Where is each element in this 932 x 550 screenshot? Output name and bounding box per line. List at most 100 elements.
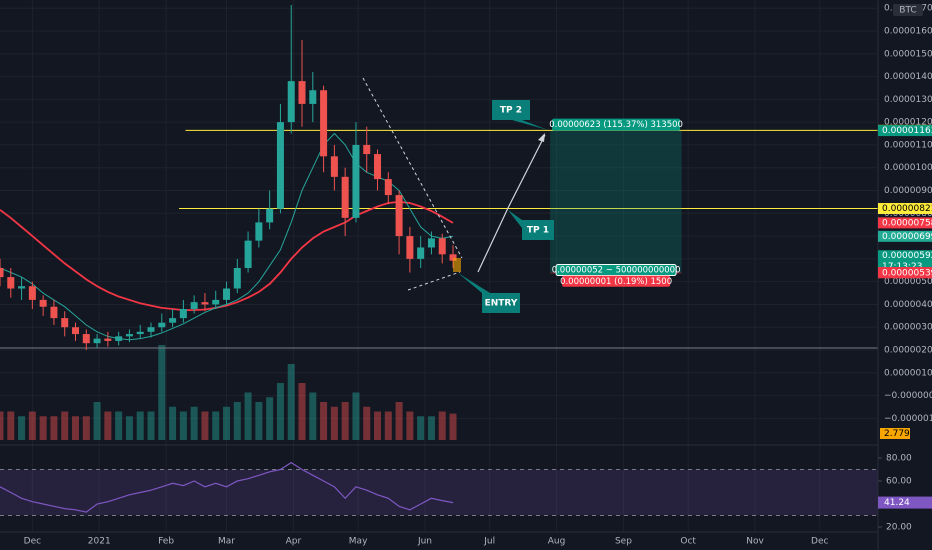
candle-body bbox=[266, 208, 274, 223]
volume-bar bbox=[7, 411, 15, 440]
trend-line bbox=[362, 77, 463, 259]
candle-body bbox=[276, 122, 284, 209]
volume-bar bbox=[309, 392, 317, 440]
x-tick-label: Nov bbox=[746, 537, 764, 547]
volume-bar bbox=[147, 411, 155, 440]
volume-bar bbox=[28, 411, 36, 440]
volume-bar bbox=[115, 411, 123, 440]
candle-body bbox=[18, 286, 26, 289]
price-badge-label: 0.00000592 bbox=[882, 251, 932, 261]
y-tick-label: 0.00001600 bbox=[884, 26, 932, 36]
candle-body bbox=[61, 318, 69, 328]
unit-badge: BTC bbox=[893, 4, 923, 16]
candle-body bbox=[104, 338, 112, 341]
callout: TP 1 bbox=[508, 210, 554, 240]
candle-body bbox=[438, 238, 446, 255]
rsi-tick-label: 60.00 bbox=[886, 477, 912, 487]
rsi-badge-label: 41.24 bbox=[884, 498, 910, 508]
candle-body bbox=[395, 195, 403, 237]
volume-bar bbox=[427, 416, 435, 440]
candle-body bbox=[169, 318, 177, 323]
path-arrow bbox=[477, 134, 546, 273]
volume-bar bbox=[320, 402, 328, 440]
candle-body bbox=[212, 299, 220, 305]
unit-label: BTC bbox=[899, 6, 916, 16]
candle-body bbox=[201, 302, 209, 305]
x-tick-label: Sep bbox=[615, 537, 632, 547]
y-tick-label: −0.00000000 bbox=[884, 391, 932, 401]
candle-body bbox=[330, 156, 338, 177]
x-tick-label: Dec bbox=[811, 537, 828, 547]
arrow-head bbox=[538, 133, 545, 142]
drawings: TP 2 TP 1 ENTRY bbox=[362, 77, 554, 313]
x-tick-label: Jun bbox=[417, 537, 432, 547]
price-badge-label: 0.00000758 bbox=[882, 218, 932, 228]
target-label: 0.00000623 (115.37%) 313500 bbox=[549, 120, 683, 130]
candle-body bbox=[363, 144, 371, 155]
price-badge-label: 0.00000539 bbox=[882, 268, 932, 278]
price-badge bbox=[878, 217, 932, 229]
volume-bar bbox=[93, 402, 101, 440]
callout-box bbox=[492, 100, 548, 130]
candle-body bbox=[309, 90, 317, 104]
volume-bar bbox=[287, 364, 295, 440]
target-label-box bbox=[552, 118, 681, 131]
volume-bar bbox=[190, 406, 198, 440]
callout-text: TP 1 bbox=[527, 226, 549, 236]
candle-body bbox=[384, 179, 392, 196]
candle-body bbox=[179, 309, 187, 319]
entry-highlight bbox=[453, 258, 461, 272]
callout-box bbox=[458, 273, 520, 313]
callout-text: TP 2 bbox=[500, 106, 522, 116]
volume-bar bbox=[212, 411, 220, 440]
candle-body bbox=[298, 81, 306, 104]
volume-bar bbox=[266, 397, 274, 440]
volume-bar bbox=[104, 411, 112, 440]
price-badge-label: 0.00001163 bbox=[882, 126, 932, 136]
rsi-line bbox=[0, 461, 454, 513]
candle-body bbox=[244, 240, 252, 268]
volume-badge bbox=[880, 428, 910, 439]
rsi-tick-label: 20.00 bbox=[886, 523, 912, 533]
candle-body bbox=[136, 331, 144, 335]
volume-bar bbox=[352, 392, 360, 440]
price-badge bbox=[878, 125, 932, 137]
candle-body bbox=[255, 222, 263, 241]
price-badge bbox=[878, 250, 932, 273]
volume-bar bbox=[276, 383, 284, 440]
candle-body bbox=[72, 327, 80, 335]
candle-body bbox=[449, 254, 457, 261]
volume-bar bbox=[18, 416, 26, 440]
volume-bar bbox=[82, 416, 90, 440]
x-tick-label: Aug bbox=[548, 537, 566, 547]
candle-body bbox=[147, 327, 155, 332]
x-tick-label: Jul bbox=[483, 537, 495, 547]
volume-bar bbox=[363, 406, 371, 440]
volume-bar bbox=[384, 411, 392, 440]
price-badge-label: 0.00000821 bbox=[882, 204, 932, 214]
volume-bar bbox=[169, 406, 177, 440]
candle-body bbox=[50, 306, 58, 319]
price-badge-label: 0.00000699 bbox=[882, 232, 932, 242]
candle-body bbox=[233, 267, 241, 289]
volume-bar bbox=[0, 411, 4, 440]
volume-bar bbox=[233, 402, 241, 440]
unit-box bbox=[893, 4, 923, 16]
profit-zone bbox=[550, 130, 682, 273]
volume-bar bbox=[449, 413, 457, 440]
volume-bar bbox=[438, 411, 446, 440]
callout-text: ENTRY bbox=[485, 299, 518, 309]
volume-bar bbox=[298, 383, 306, 440]
price-badge bbox=[878, 267, 932, 279]
volume-bar bbox=[341, 402, 349, 440]
